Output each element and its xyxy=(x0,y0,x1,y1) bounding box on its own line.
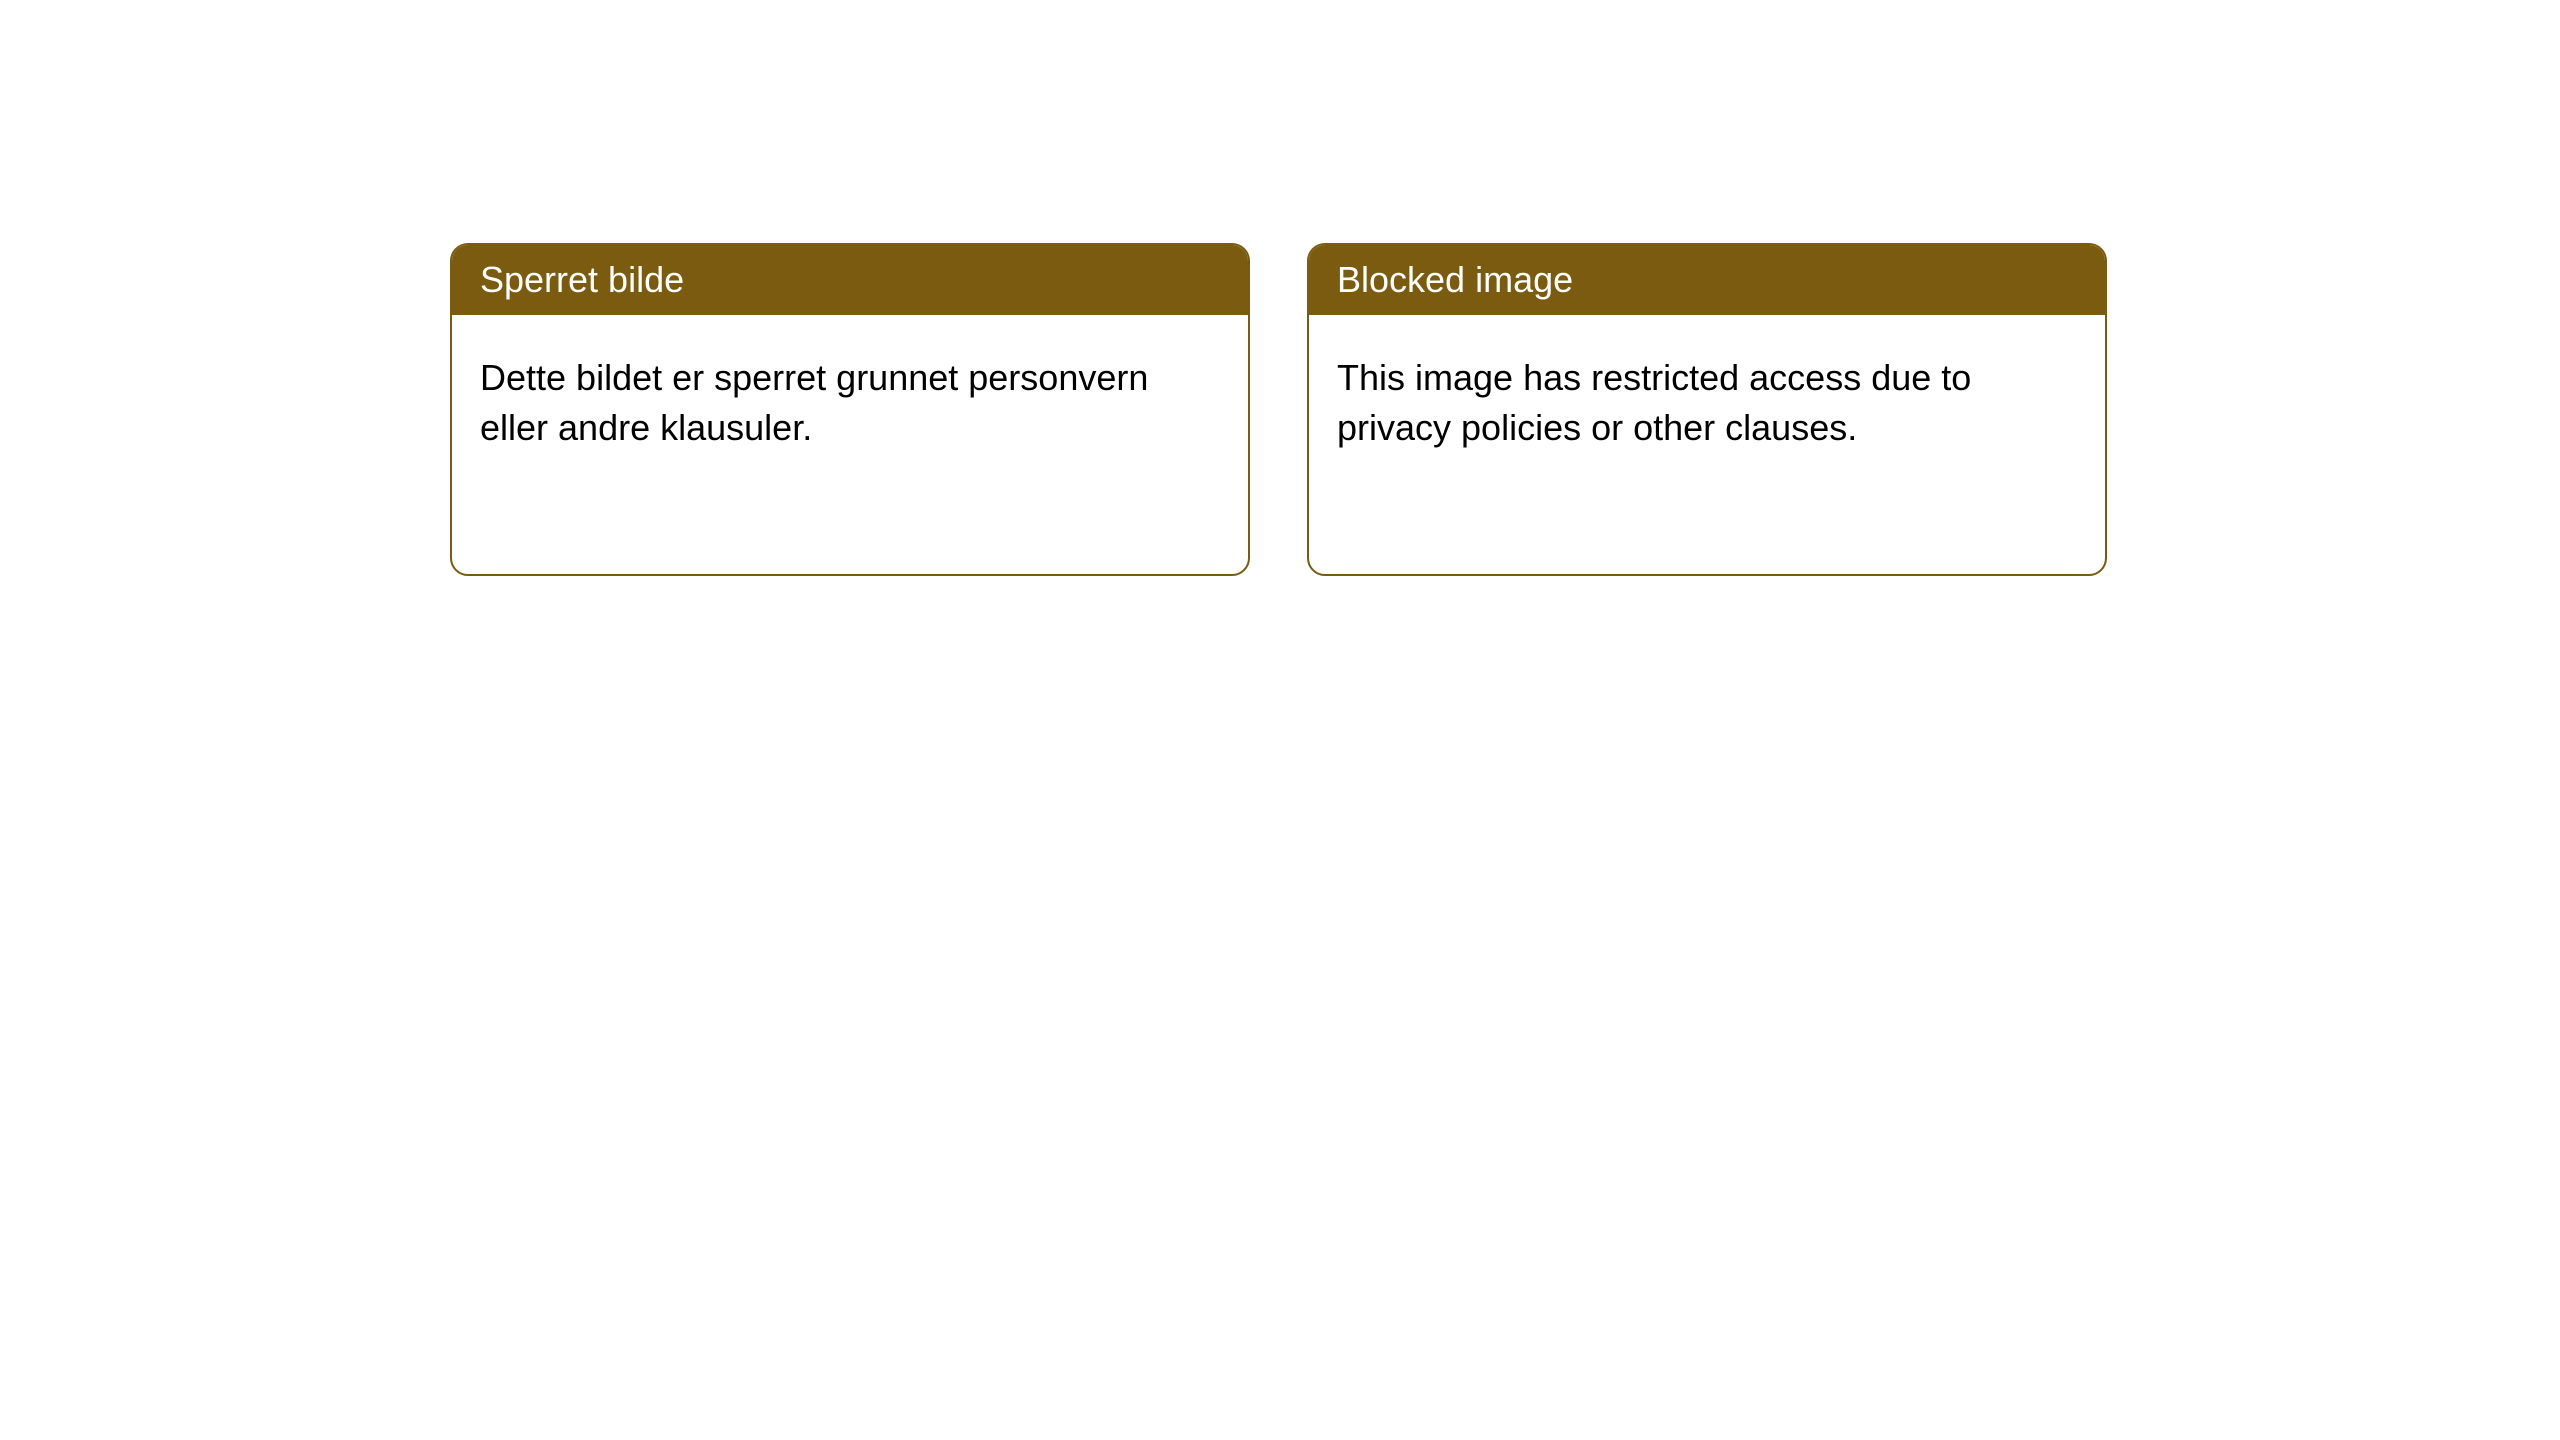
notice-header: Blocked image xyxy=(1309,245,2105,315)
notice-body: Dette bildet er sperret grunnet personve… xyxy=(452,315,1248,492)
notice-header: Sperret bilde xyxy=(452,245,1248,315)
notice-card-norwegian: Sperret bilde Dette bildet er sperret gr… xyxy=(450,243,1250,576)
notice-card-english: Blocked image This image has restricted … xyxy=(1307,243,2107,576)
notice-container: Sperret bilde Dette bildet er sperret gr… xyxy=(450,243,2107,576)
notice-body: This image has restricted access due to … xyxy=(1309,315,2105,492)
